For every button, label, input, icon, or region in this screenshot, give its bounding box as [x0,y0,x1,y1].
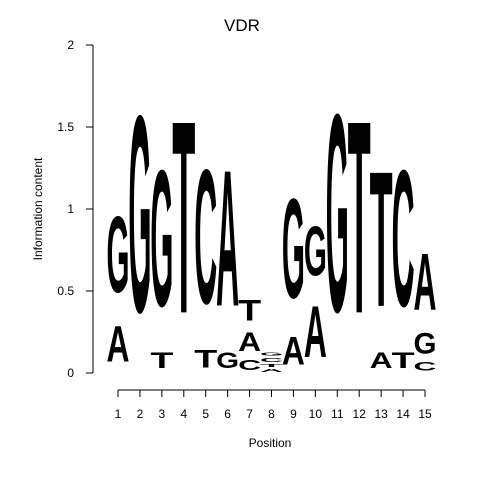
logo-letter: T [392,348,415,373]
y-tick-label: 0 [67,366,74,380]
logo-letter: A [260,368,283,373]
x-tick-label: 14 [396,407,410,421]
logo-letter: T [238,295,261,328]
logo-letter: T [260,363,284,368]
logo-letter: G [282,169,305,328]
logo-letter: A [282,329,305,373]
logo-letter: G [304,213,327,291]
x-tick-label: 15 [418,407,432,421]
chart-title: VDR [224,16,260,35]
logo-letter: G [128,58,151,372]
y-axis-label: Information content [31,157,45,260]
y-tick-label: 1 [67,202,74,216]
logo-letter: C [260,356,283,363]
logo-letter: G [216,348,239,373]
logo-letter: C [392,130,415,348]
x-tick-label: 8 [268,407,275,421]
x-tick-label: 11 [331,407,344,421]
x-axis-label: Position [249,436,292,450]
logo-letter: A [216,130,239,348]
logo-letter: A [107,316,130,374]
logo-letter: T [348,63,371,371]
logo-letter: G [414,328,437,361]
x-tick-label: 7 [246,407,253,421]
logo-letter: C [194,131,217,344]
logo-letter: T [150,348,173,373]
logo-letter: C [414,360,437,373]
logo-letter: A [304,291,327,373]
logo-letter: T [172,63,195,371]
logo-letter: A [370,348,393,373]
x-tick-label: 13 [374,407,388,421]
x-tick-label: 2 [137,407,144,421]
logo-letter: T [370,131,393,348]
x-tick-label: 9 [290,407,297,421]
x-tick-label: 4 [180,407,187,421]
x-tick-label: 5 [202,407,209,421]
logo-letter: C [238,357,261,373]
x-tick-label: 1 [115,407,122,421]
y-tick-label: 1.5 [57,120,74,134]
x-tick-label: 6 [224,407,231,421]
logo-letter: A [238,328,261,357]
logo-letter: G [150,129,173,347]
y-tick-label: 0.5 [57,284,74,298]
x-tick-label: 10 [309,407,323,421]
y-tick-label: 2 [67,38,74,52]
logo-letter: A [414,237,437,326]
logo-letter: T [194,345,218,373]
logo-letter: G [107,194,130,315]
logo-letter: G [260,352,283,357]
x-tick-label: 12 [353,407,367,421]
x-tick-label: 3 [159,407,166,421]
logo-letter: G [326,55,349,371]
